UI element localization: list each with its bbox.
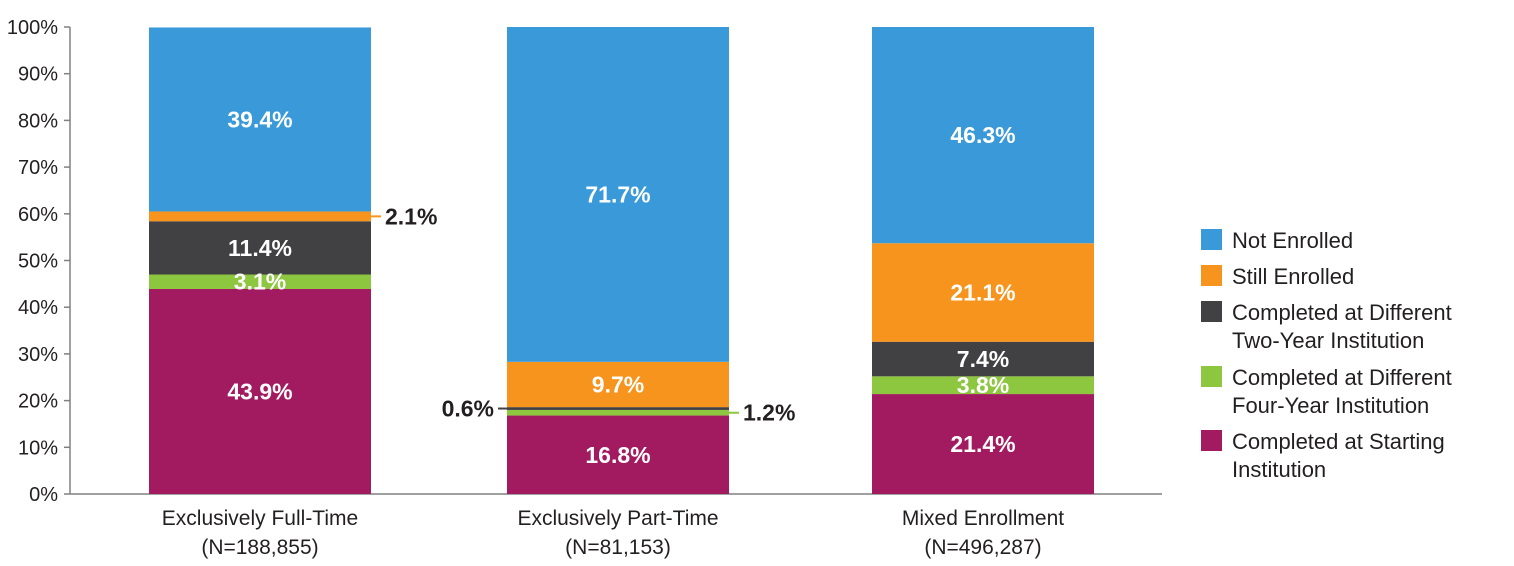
data-label: 1.2% — [743, 400, 795, 426]
bar-segment-completed-at-different-four-year-institution — [507, 409, 729, 416]
data-label: 71.7% — [585, 181, 650, 207]
bar-segment-not-enrolled — [872, 27, 1094, 244]
data-label: 2.1% — [385, 203, 437, 229]
legend-label: Not Enrolled — [1232, 228, 1353, 253]
y-tick-label: 10% — [18, 437, 58, 459]
bar-segment-still-enrolled — [149, 211, 371, 222]
data-label: 21.1% — [950, 279, 1015, 305]
bar-segment-still-enrolled — [872, 243, 1094, 342]
data-label: 7.4% — [957, 346, 1009, 372]
bar-segment-completed-at-different-two-year-institution — [872, 341, 1094, 377]
y-tick-label: 50% — [18, 251, 58, 273]
y-tick-label: 40% — [18, 297, 58, 319]
bar-segment-completed-at-different-two-year-institution — [149, 221, 371, 275]
y-tick-label: 80% — [18, 110, 58, 132]
category-note: (N=496,287) — [924, 536, 1041, 559]
bar-segment-not-enrolled — [149, 27, 371, 212]
legend-label: Completed at Different — [1232, 300, 1452, 325]
bars — [149, 27, 1094, 494]
legend-label: Still Enrolled — [1232, 264, 1354, 289]
bar-segment-completed-at-different-four-year-institution — [872, 376, 1094, 395]
data-label: 0.6% — [442, 396, 494, 422]
data-label: 21.4% — [950, 431, 1015, 457]
data-label: 46.3% — [950, 122, 1015, 148]
legend-label: Completed at Starting — [1232, 429, 1445, 454]
category-note: (N=188,855) — [201, 536, 318, 559]
data-label: 3.1% — [234, 269, 286, 295]
category-labels: Exclusively Full-Time (N=188,855) Exclusiv… — [162, 507, 1064, 559]
y-tick-label: 100% — [7, 17, 58, 39]
data-label: 16.8% — [585, 442, 650, 468]
bar-segment-completed-at-different-two-year-institution — [507, 407, 729, 410]
data-label: 43.9% — [227, 378, 292, 404]
y-tick-label: 30% — [18, 344, 58, 366]
bar-segment-completed-at-starting-institution — [872, 394, 1094, 494]
axes: 0% 10% 20% 30% 40% 50% 60% 70% 80% 90% 100% — [7, 17, 1162, 506]
bar-segment-completed-at-starting-institution — [149, 288, 371, 494]
legend-swatch — [1201, 301, 1222, 322]
legend-swatch — [1201, 229, 1222, 250]
legend-label: Completed at Different — [1232, 365, 1452, 390]
bar-segment-completed-at-different-four-year-institution — [149, 274, 371, 289]
data-label: 39.4% — [227, 106, 292, 132]
category-label: Mixed Enrollment — [902, 507, 1064, 530]
legend-swatch — [1201, 430, 1222, 451]
legend-label: Four-Year Institution — [1232, 393, 1429, 418]
y-tick-label: 90% — [18, 64, 58, 86]
bar-segment-completed-at-starting-institution — [507, 415, 729, 494]
y-tick-label: 0% — [29, 484, 58, 506]
legend-label: Institution — [1232, 457, 1326, 482]
bar-segment-still-enrolled — [507, 361, 729, 408]
y-tick-label: 60% — [18, 204, 58, 226]
legend-swatch — [1201, 265, 1222, 286]
category-label: Exclusively Full-Time — [162, 507, 358, 530]
y-tick-label: 20% — [18, 391, 58, 413]
category-note: (N=81,153) — [565, 536, 671, 559]
value-labels: 43.9% 3.1% 11.4% 2.1% 39.4% 16.8% 1.2% 0.6% 9.7%… — [227, 106, 1015, 467]
data-label: 3.8% — [957, 372, 1009, 398]
category-label: Exclusively Part-Time — [517, 507, 718, 530]
legend-swatch — [1201, 366, 1222, 387]
data-label: 9.7% — [592, 371, 644, 397]
legend-label: Two-Year Institution — [1232, 328, 1424, 353]
y-tick-label: 70% — [18, 157, 58, 179]
data-label: 11.4% — [228, 235, 292, 261]
bar-segment-not-enrolled — [507, 27, 729, 362]
legend: Not Enrolled Still Enrolled Completed at D… — [1201, 228, 1452, 482]
